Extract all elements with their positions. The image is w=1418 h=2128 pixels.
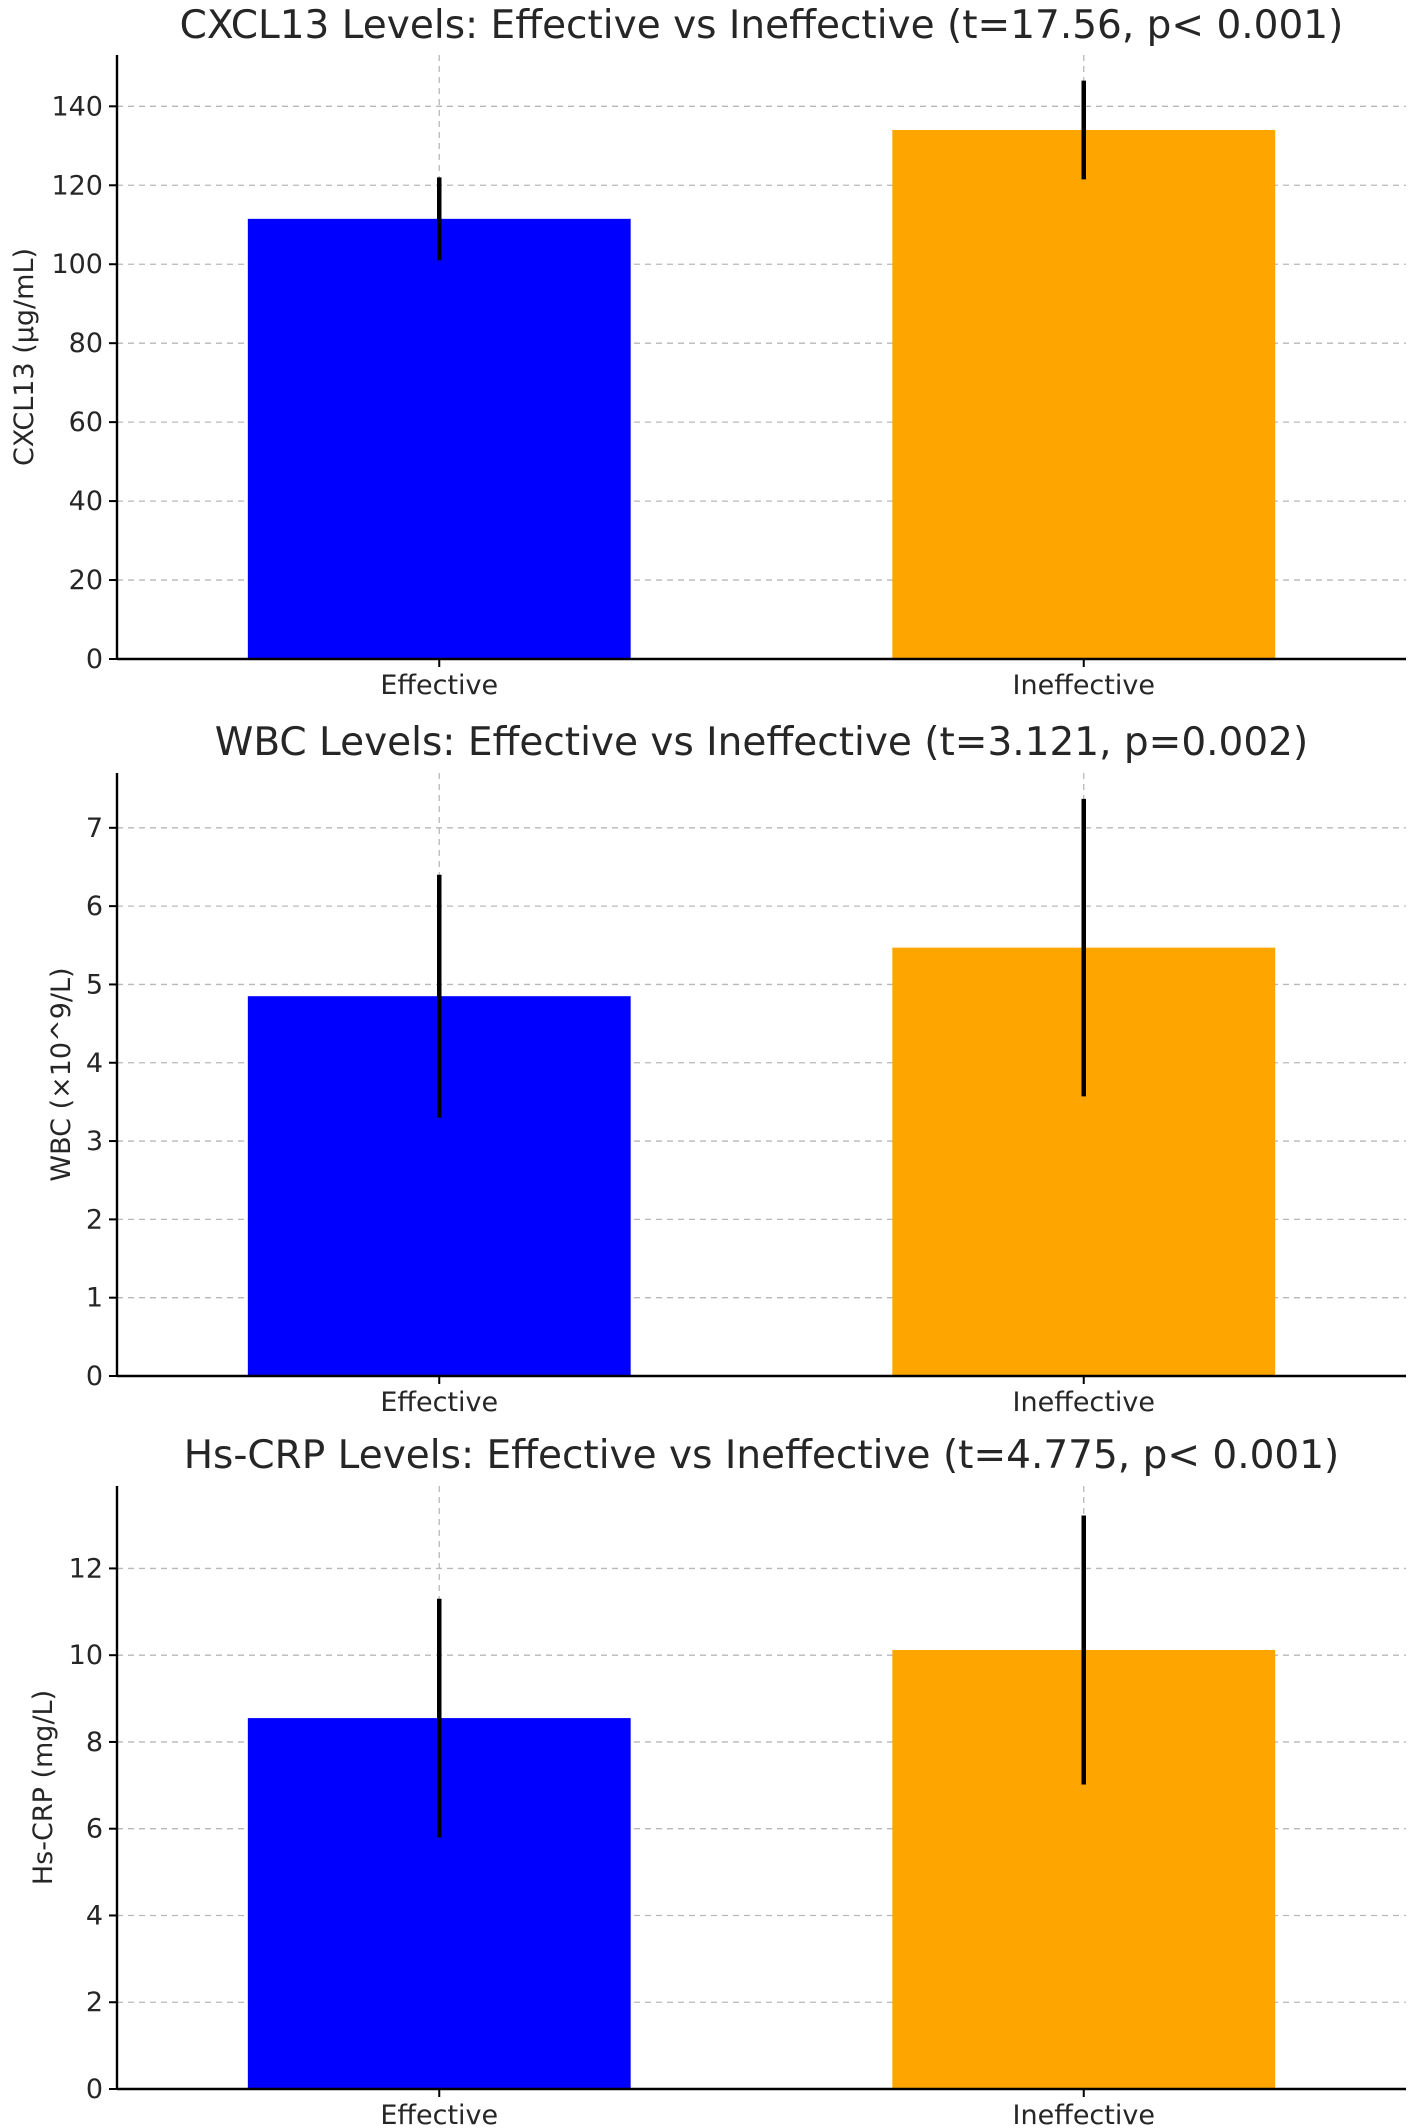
chart-svg-cxcl13: 0 20 40 60 80 100 120 140 Effective Ineffective CX…: [9, 3, 1406, 701]
y-tick-label: 12: [69, 1553, 103, 1584]
y-tick-label: 0: [86, 1361, 103, 1392]
y-tick-label: 4: [86, 1048, 103, 1079]
y-tick-label: 40: [69, 486, 103, 517]
y-tick-label: 7: [86, 813, 103, 844]
x-tick-label-effective: Effective: [380, 2100, 498, 2128]
y-tick-label: 0: [86, 644, 103, 675]
x-tick-label-ineffective: Ineffective: [1013, 1387, 1155, 1418]
chart-panel-wbc: 0 1 2 3 4 5 6 7 Effective Ineffective WBC Levels: …: [0, 705, 1418, 1420]
chart-svg-wbc: 0 1 2 3 4 5 6 7 Effective Ineffective WBC Levels: …: [46, 720, 1406, 1418]
bar-effective: [247, 218, 631, 659]
y-axis-label: WBC (×10^9/L): [46, 967, 77, 1181]
y-axis-label: Hs-CRP (mg/L): [28, 1690, 59, 1885]
chart-panel-hscrp: 0 2 4 6 8 10 12 Effective Ineffective Hs-CRP Leve…: [0, 1420, 1418, 2128]
y-tick-label: 140: [51, 91, 103, 122]
y-axis-label: CXCL13 (μg/mL): [9, 248, 40, 466]
y-tick-label: 20: [69, 565, 103, 596]
chart-title: WBC Levels: Effective vs Ineffective (t=…: [215, 720, 1308, 765]
chart-panel-cxcl13: 0 20 40 60 80 100 120 140 Effective Ineffective CX…: [0, 0, 1418, 705]
y-tick-label: 4: [86, 1900, 103, 1931]
bar-ineffective: [892, 130, 1276, 659]
x-tick-label-effective: Effective: [380, 1387, 498, 1418]
x-tick-label-effective: Effective: [380, 670, 498, 701]
y-tick-label: 8: [86, 1727, 103, 1758]
y-tick-label: 2: [86, 1987, 103, 2018]
y-tick-label: 10: [69, 1640, 103, 1671]
chart-title: Hs-CRP Levels: Effective vs Ineffective …: [184, 1433, 1340, 1478]
y-tick-label: 6: [86, 1814, 103, 1845]
chart-title: CXCL13 Levels: Effective vs Ineffective …: [180, 3, 1344, 48]
y-tick-label: 5: [86, 969, 103, 1000]
x-tick-label-ineffective: Ineffective: [1013, 2100, 1155, 2128]
x-tick-label-ineffective: Ineffective: [1013, 670, 1155, 701]
y-tick-label: 2: [86, 1204, 103, 1235]
chart-svg-hscrp: 0 2 4 6 8 10 12 Effective Ineffective Hs-CRP Leve…: [28, 1433, 1406, 2128]
y-tick-label: 100: [51, 249, 103, 280]
y-tick-label: 120: [51, 170, 103, 201]
y-tick-label: 6: [86, 891, 103, 922]
y-tick-label: 80: [69, 328, 103, 359]
y-tick-label: 60: [69, 407, 103, 438]
y-tick-label: 0: [86, 2074, 103, 2105]
y-tick-label: 3: [86, 1126, 103, 1157]
y-tick-label: 1: [86, 1283, 103, 1314]
